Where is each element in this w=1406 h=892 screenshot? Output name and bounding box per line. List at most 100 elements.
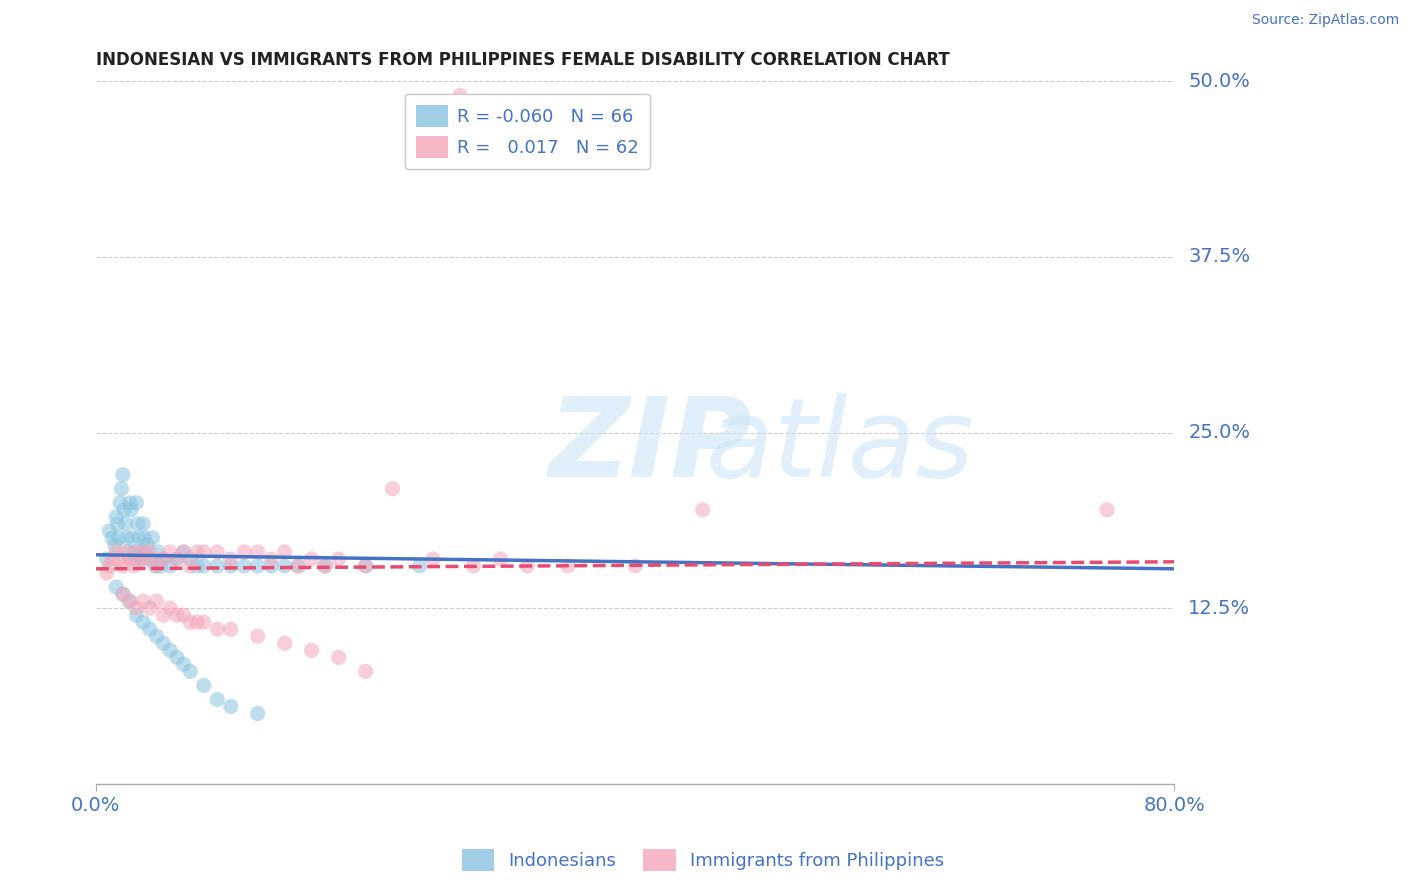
Point xyxy=(139,601,162,615)
Point xyxy=(287,559,309,574)
Point xyxy=(159,559,181,574)
Point xyxy=(159,643,181,657)
Point xyxy=(186,559,208,574)
Point xyxy=(114,545,136,559)
Point xyxy=(112,503,135,517)
Point xyxy=(145,559,167,574)
Point xyxy=(145,594,167,608)
Point xyxy=(98,559,121,574)
Point xyxy=(128,531,150,545)
Point xyxy=(118,552,141,566)
Point xyxy=(246,706,269,721)
Point xyxy=(108,552,131,566)
Point xyxy=(136,538,159,552)
Point xyxy=(207,622,229,636)
Point xyxy=(186,545,208,559)
Point xyxy=(173,657,195,672)
Point xyxy=(219,552,242,566)
Point xyxy=(166,608,188,623)
Point xyxy=(101,531,124,545)
Point xyxy=(146,545,169,559)
Point xyxy=(557,559,579,574)
Point xyxy=(173,545,195,559)
Point xyxy=(219,699,242,714)
Point xyxy=(173,608,195,623)
Point xyxy=(328,552,350,566)
Point xyxy=(135,545,157,559)
Legend: Indonesians, Immigrants from Philippines: Indonesians, Immigrants from Philippines xyxy=(454,842,952,879)
Point xyxy=(98,524,121,538)
Point xyxy=(260,559,283,574)
Point xyxy=(246,559,269,574)
Point xyxy=(141,531,163,545)
Point xyxy=(207,692,229,706)
Point xyxy=(139,622,162,636)
Text: 50.0%: 50.0% xyxy=(1188,72,1250,91)
Text: ZIP: ZIP xyxy=(548,393,752,500)
Point xyxy=(111,559,134,574)
Point xyxy=(314,559,336,574)
Point xyxy=(152,608,174,623)
Text: 12.5%: 12.5% xyxy=(1188,599,1250,617)
Point xyxy=(139,545,162,559)
Point xyxy=(132,545,155,559)
Point xyxy=(692,503,714,517)
Point xyxy=(132,594,155,608)
Point xyxy=(122,559,145,574)
Legend: R = -0.060   N = 66, R =   0.017   N = 62: R = -0.060 N = 66, R = 0.017 N = 62 xyxy=(405,94,650,169)
Point xyxy=(111,467,134,482)
Point xyxy=(132,516,155,531)
Point xyxy=(287,559,309,574)
Point xyxy=(96,552,118,566)
Point xyxy=(179,615,201,630)
Point xyxy=(179,559,201,574)
Point xyxy=(354,559,377,574)
Point xyxy=(114,516,136,531)
Point xyxy=(233,545,256,559)
Point xyxy=(193,615,215,630)
Point xyxy=(207,559,229,574)
Point xyxy=(127,516,149,531)
Point xyxy=(233,559,256,574)
Point xyxy=(354,665,377,679)
Point xyxy=(129,545,152,559)
Point xyxy=(122,545,145,559)
Point xyxy=(301,643,323,657)
Point xyxy=(108,531,131,545)
Point xyxy=(131,552,153,566)
Text: atlas: atlas xyxy=(706,393,974,500)
Point xyxy=(125,496,148,510)
Point xyxy=(273,636,295,650)
Point xyxy=(166,552,188,566)
Point xyxy=(111,587,134,601)
Point xyxy=(124,552,146,566)
Point xyxy=(193,545,215,559)
Point xyxy=(96,566,118,580)
Point xyxy=(314,559,336,574)
Point xyxy=(463,559,485,574)
Point xyxy=(110,482,132,496)
Point xyxy=(152,636,174,650)
Point xyxy=(159,601,181,615)
Point xyxy=(422,552,444,566)
Point xyxy=(118,496,141,510)
Point xyxy=(301,552,323,566)
Point xyxy=(105,545,128,559)
Point xyxy=(219,622,242,636)
Point xyxy=(159,545,181,559)
Point xyxy=(260,552,283,566)
Point xyxy=(107,516,129,531)
Point xyxy=(139,552,162,566)
Point xyxy=(118,594,141,608)
Point xyxy=(111,587,134,601)
Point xyxy=(193,678,215,692)
Point xyxy=(193,559,215,574)
Point xyxy=(166,650,188,665)
Point xyxy=(624,559,647,574)
Point xyxy=(145,629,167,643)
Point xyxy=(246,545,269,559)
Point xyxy=(118,594,141,608)
Point xyxy=(120,503,142,517)
Point xyxy=(179,552,201,566)
Point xyxy=(134,531,156,545)
